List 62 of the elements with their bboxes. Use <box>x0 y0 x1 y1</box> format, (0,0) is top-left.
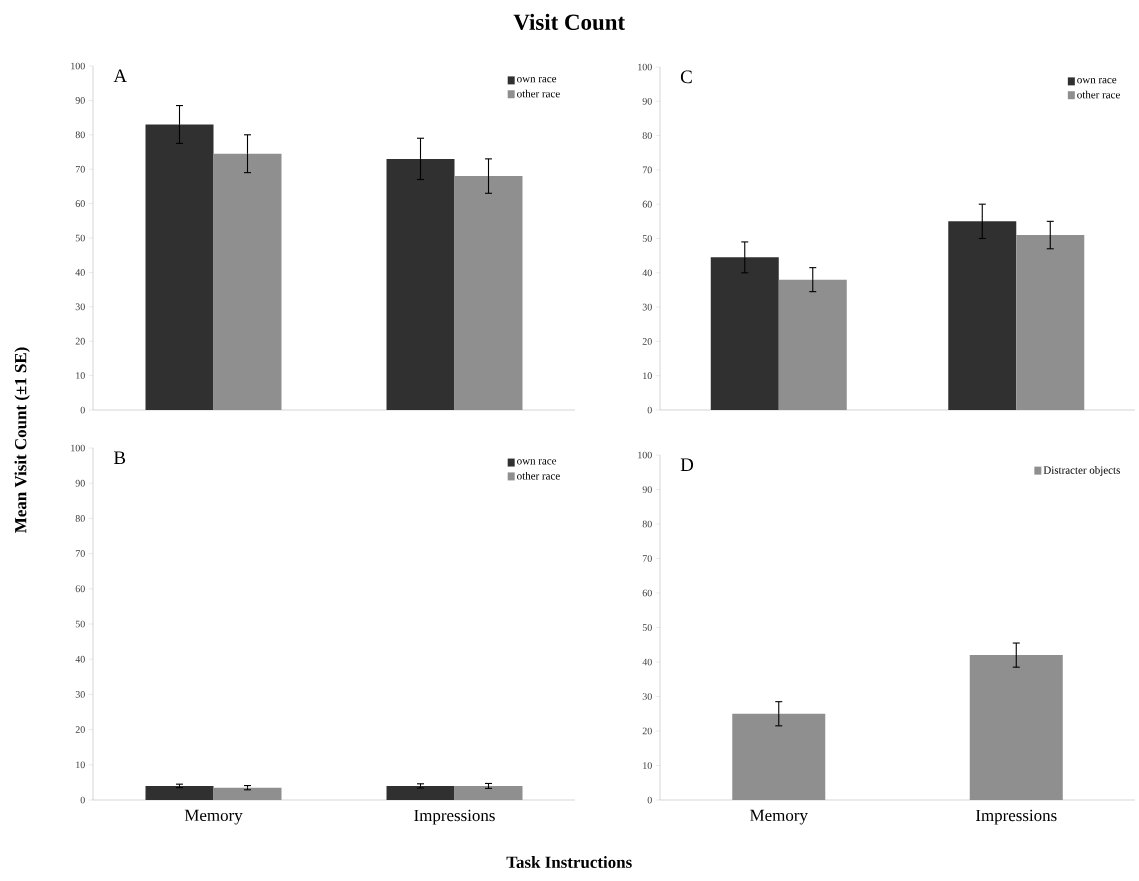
y-tick-label: 60 <box>642 589 652 597</box>
y-tick-label: 20 <box>642 338 652 345</box>
y-tick-label: 40 <box>75 655 85 663</box>
chart-subtitle: B <box>113 451 126 464</box>
y-tick-label: 20 <box>75 337 85 345</box>
y-tick-label: 100 <box>638 451 652 459</box>
y-tick-label: 40 <box>642 658 652 666</box>
y-tick-label: 90 <box>642 486 652 493</box>
y-tick-label: 100 <box>71 62 85 70</box>
legend-label: own race <box>517 77 557 83</box>
x-tick-label: Memory <box>184 809 243 825</box>
y-axis-title: Mean Visit Count (±1 SE) <box>14 347 30 533</box>
y-tick-label: 30 <box>75 303 85 311</box>
y-tick-label: 90 <box>75 97 85 104</box>
x-tick-label: Memory <box>750 809 808 825</box>
y-tick-label: 80 <box>75 131 85 139</box>
y-tick-label: 10 <box>76 761 85 769</box>
legend-label: other race <box>517 471 560 480</box>
y-tick-label: 80 <box>75 515 85 522</box>
y-tick-label: 60 <box>642 200 652 208</box>
y-tick-label: 60 <box>75 200 85 207</box>
y-tick-label: 50 <box>75 620 85 628</box>
y-tick-label: 80 <box>642 132 652 139</box>
chart-subtitle: D <box>680 458 694 471</box>
y-tick-label: 0 <box>647 796 652 804</box>
y-tick-label: 40 <box>75 269 85 276</box>
y-tick-label: 90 <box>642 97 652 105</box>
y-tick-label: 0 <box>80 406 85 414</box>
y-tick-label: 60 <box>75 585 85 593</box>
y-tick-label: 50 <box>75 234 85 242</box>
x-axis-title: Task Instructions <box>506 856 632 868</box>
chart-title: Visit Count <box>513 13 626 31</box>
y-tick-label: 40 <box>642 269 652 277</box>
y-tick-label: 80 <box>642 520 652 528</box>
y-tick-label: 70 <box>642 166 652 174</box>
y-tick-label: 100 <box>638 63 652 71</box>
y-tick-label: 10 <box>643 372 652 380</box>
y-tick-label: 10 <box>643 762 652 769</box>
y-tick-label: 20 <box>642 727 652 735</box>
y-tick-label: 90 <box>75 479 85 487</box>
legend-label: own race <box>517 459 557 465</box>
y-tick-label: 100 <box>71 444 85 452</box>
x-tick-label: Impressions <box>975 809 1057 825</box>
legend-label: own race <box>1077 78 1117 84</box>
y-tick-label: 0 <box>647 406 652 414</box>
y-tick-label: 30 <box>75 691 85 698</box>
y-tick-label: 30 <box>642 303 652 311</box>
y-tick-label: 0 <box>80 796 85 804</box>
y-tick-label: 70 <box>642 555 652 562</box>
y-tick-label: 50 <box>642 624 652 631</box>
legend-label: Distracter objects <box>1043 466 1120 477</box>
legend-label: other race <box>1077 90 1120 99</box>
y-tick-label: 10 <box>76 372 85 379</box>
legend-label: other race <box>517 89 560 98</box>
x-tick-label: Impressions <box>414 809 495 825</box>
y-tick-label: 20 <box>75 726 85 733</box>
y-tick-label: 70 <box>75 165 85 173</box>
y-tick-label: 50 <box>642 235 652 242</box>
y-tick-label: 70 <box>75 550 85 557</box>
chart-subtitle: A <box>113 69 127 83</box>
chart-subtitle: C <box>680 70 692 84</box>
y-tick-label: 30 <box>642 693 652 700</box>
